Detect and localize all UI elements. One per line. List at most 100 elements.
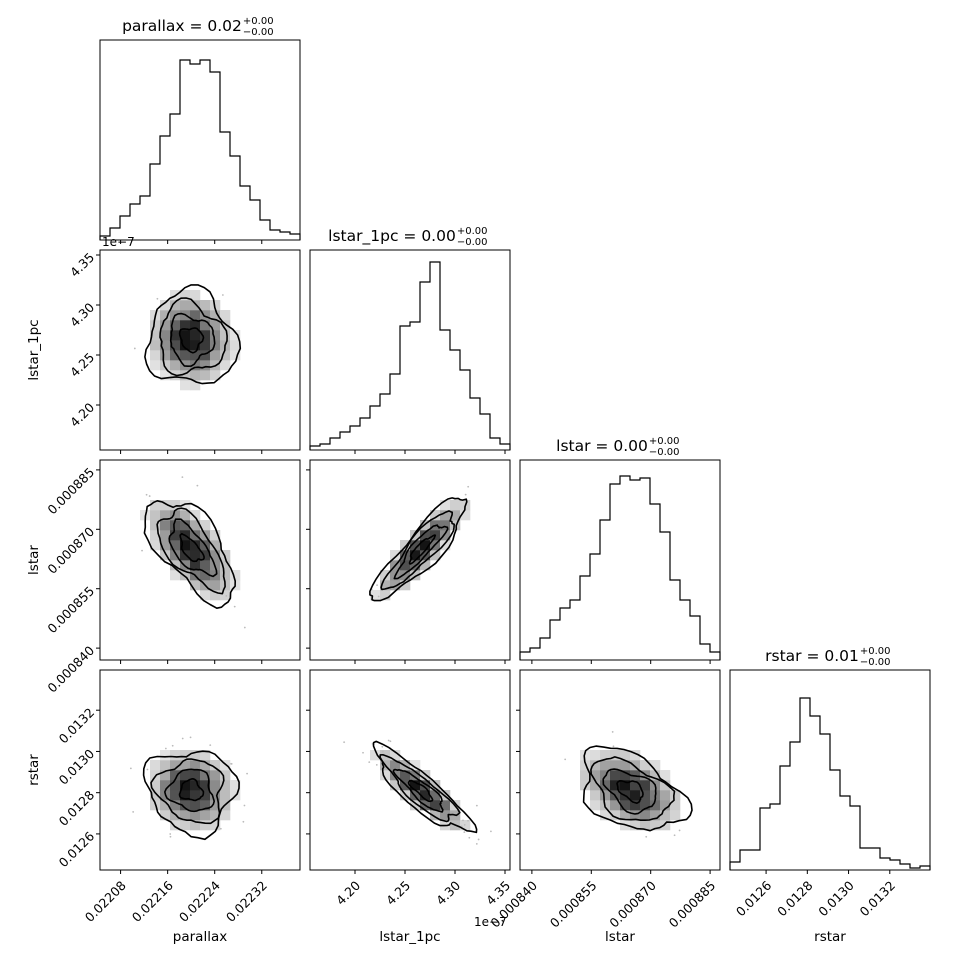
sample-point	[246, 772, 248, 775]
title-sup: +0.00	[860, 646, 891, 657]
density-cell	[400, 560, 411, 571]
density-cell	[190, 340, 201, 351]
sample-point	[368, 761, 371, 764]
title-sup: +0.00	[457, 226, 488, 237]
density-cell	[180, 750, 191, 761]
title-sub: −0.00	[243, 27, 274, 38]
density-cell	[620, 750, 631, 761]
density-cell	[590, 750, 601, 761]
density-cell	[200, 750, 211, 761]
density-cell	[660, 810, 671, 821]
density-cell	[220, 570, 231, 581]
density-cell	[160, 540, 171, 551]
density-cell	[150, 360, 161, 371]
sample-point	[564, 758, 567, 761]
density-cell	[160, 340, 171, 351]
density-cell	[660, 790, 671, 801]
y-tick-label-rstar: 0.0126	[56, 829, 98, 871]
title-sup: +0.00	[243, 16, 274, 27]
sample-point	[169, 833, 172, 835]
density-cell	[190, 540, 201, 551]
density-cell	[200, 570, 211, 581]
sample-point	[243, 804, 246, 807]
density-cell	[610, 800, 621, 811]
density-cell	[390, 580, 401, 591]
density-cell	[410, 780, 421, 791]
x-offset-text-lstar_1pc: 1e−7	[474, 915, 507, 929]
density-cell	[580, 780, 591, 791]
density-cell	[210, 590, 221, 601]
density-cell	[170, 340, 181, 351]
density-cell	[390, 760, 401, 771]
density-cell	[180, 330, 191, 341]
density-cell	[410, 570, 421, 581]
sample-point	[464, 493, 467, 496]
density-cell	[630, 810, 641, 821]
sample-point	[189, 736, 192, 739]
density-cell	[600, 810, 611, 821]
density-cell	[200, 340, 211, 351]
density-cell	[210, 350, 221, 361]
density-cell	[160, 350, 171, 361]
contour-level-3	[159, 297, 228, 377]
density-cell	[160, 330, 171, 341]
density-cell	[220, 790, 231, 801]
density-cell	[160, 760, 171, 771]
density-cell	[170, 300, 181, 311]
panel-parallax-vs-lstar_1pc	[99, 249, 301, 451]
density-cell	[200, 350, 211, 361]
density-cell	[210, 540, 221, 551]
density-cell	[180, 570, 191, 581]
density-cell	[150, 500, 161, 511]
density-cell	[210, 780, 221, 791]
density-cell	[190, 290, 201, 301]
density-cell	[170, 790, 181, 801]
density-cell	[150, 520, 161, 531]
density-cell	[200, 800, 211, 811]
contour-level-1	[407, 779, 434, 803]
density-cell	[640, 780, 651, 791]
density-cell	[410, 800, 421, 811]
density-cell	[210, 810, 221, 821]
panel-lstar-vs-rstar	[519, 669, 721, 871]
density-cell	[180, 540, 191, 551]
density-cell	[190, 320, 201, 331]
panel-frame	[99, 459, 301, 661]
density-cell	[180, 500, 191, 511]
density-cell	[180, 510, 191, 521]
sample-point	[645, 835, 648, 838]
density-cell	[160, 520, 171, 531]
y-tick-label-lstar: 0.000885	[44, 465, 97, 518]
density-cell	[200, 300, 211, 311]
density-cell	[160, 320, 171, 331]
density-cell	[600, 760, 611, 771]
density-cell	[450, 500, 461, 511]
panel-parallax-vs-rstar	[99, 669, 301, 871]
density-cell	[420, 540, 431, 551]
density-cell	[200, 820, 211, 831]
density-cell	[210, 790, 221, 801]
density-cell	[660, 770, 671, 781]
density-cell	[640, 820, 651, 831]
density-cell	[200, 560, 211, 571]
title-main: parallax = 0.02	[122, 17, 242, 35]
title-sub: −0.00	[649, 447, 680, 458]
sample-point	[148, 495, 151, 497]
density-cell	[230, 570, 241, 581]
density-cell	[230, 340, 241, 351]
sample-point	[181, 476, 184, 478]
density-cell	[180, 350, 191, 361]
sample-point	[196, 484, 199, 487]
density-cell	[620, 760, 631, 771]
x-tick-label-rstar: 0.0128	[774, 878, 816, 920]
panel-lstar_1pc-vs-rstar	[309, 669, 511, 871]
density-cell	[590, 800, 601, 811]
density-cell	[190, 520, 201, 531]
density-cell	[220, 350, 231, 361]
sample-point	[477, 838, 480, 841]
density-cell	[600, 770, 611, 781]
density-cell	[200, 780, 211, 791]
density-cell	[420, 530, 431, 541]
x-axis-label-lstar_1pc: lstar_1pc	[379, 929, 440, 945]
density-cell	[150, 320, 161, 331]
